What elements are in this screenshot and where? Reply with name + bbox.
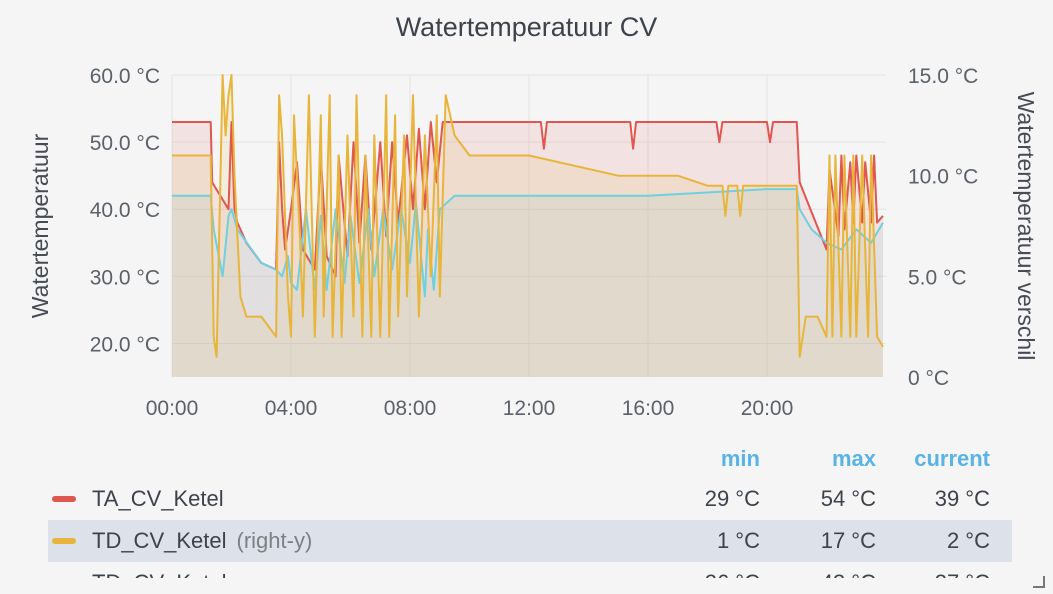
legend-min: 1 °C bbox=[716, 528, 760, 553]
x-tick-label: 00:00 bbox=[146, 397, 199, 420]
y2-axis-title: Watertemperatuur verschil bbox=[1013, 92, 1039, 361]
y-tick-label: 30.0 °C bbox=[90, 266, 160, 289]
x-tick-label: 12:00 bbox=[503, 397, 556, 420]
y-tick-label: 50.0 °C bbox=[90, 132, 160, 155]
legend-max: 54 °C bbox=[820, 486, 876, 511]
legend-table: min max current TA_CV_Ketel 29 °C 54 °C … bbox=[0, 438, 1053, 578]
y-tick-label: 40.0 °C bbox=[90, 199, 160, 222]
legend-header-current[interactable]: current bbox=[914, 446, 990, 471]
panel-title[interactable]: Watertemperatuur CV bbox=[395, 12, 658, 42]
series-color-swatch[interactable] bbox=[52, 538, 76, 544]
legend-series-name[interactable]: TA_CV_Ketel bbox=[92, 486, 224, 511]
series-line bbox=[172, 74, 884, 358]
y2-tick-label: 15.0 °C bbox=[908, 65, 978, 88]
series-area bbox=[172, 189, 883, 377]
x-tick-label: 20:00 bbox=[741, 397, 794, 420]
legend-max: 17 °C bbox=[820, 528, 876, 553]
y-tick-label: 20.0 °C bbox=[90, 333, 160, 356]
y2-tick-label: 10.0 °C bbox=[908, 166, 978, 189]
legend-row[interactable]: TA_CV_Ketel 29 °C 54 °C 39 °C bbox=[48, 478, 1012, 520]
y2-tick-label: 5.0 °C bbox=[908, 266, 967, 289]
legend-row[interactable]: TD_CV_Ketel (right-y) 1 °C 17 °C 2 °C bbox=[48, 520, 1012, 562]
legend-current: 37 °C bbox=[880, 570, 990, 578]
x-tick-label: 16:00 bbox=[622, 397, 675, 420]
series-color-swatch[interactable] bbox=[52, 496, 76, 502]
legend-min: 29 °C bbox=[704, 486, 760, 511]
legend-min: 26 °C bbox=[650, 570, 760, 578]
series-area bbox=[172, 75, 883, 377]
y2-tick-label: 0 °C bbox=[908, 367, 949, 390]
legend-series-name[interactable]: TD_CV_Ketel bbox=[92, 570, 237, 578]
legend-header-max[interactable]: max bbox=[831, 446, 876, 471]
line-chart: 20.0 °C 30.0 °C 40.0 °C 50.0 °C 60.0 °C 0 °C 5… bbox=[27, 65, 1039, 420]
legend-header-min[interactable]: min bbox=[720, 446, 760, 471]
y-axis-title: Watertemperatuur bbox=[27, 133, 53, 318]
legend-current: 39 °C bbox=[934, 486, 990, 511]
legend-row[interactable]: TD_CV_Ketel 26 °C 43 °C 37 °C bbox=[48, 562, 1012, 578]
x-tick-label: 08:00 bbox=[384, 397, 437, 420]
legend-series-name[interactable]: TD_CV_Ketel (right-y) bbox=[92, 528, 313, 553]
series-line bbox=[172, 188, 884, 298]
panel-resize-handle[interactable] bbox=[1033, 576, 1045, 588]
x-tick-label: 04:00 bbox=[265, 397, 318, 420]
legend-current: 2 °C bbox=[946, 528, 990, 553]
y-tick-label: 60.0 °C bbox=[90, 65, 160, 88]
legend-max: 43 °C bbox=[766, 570, 876, 578]
